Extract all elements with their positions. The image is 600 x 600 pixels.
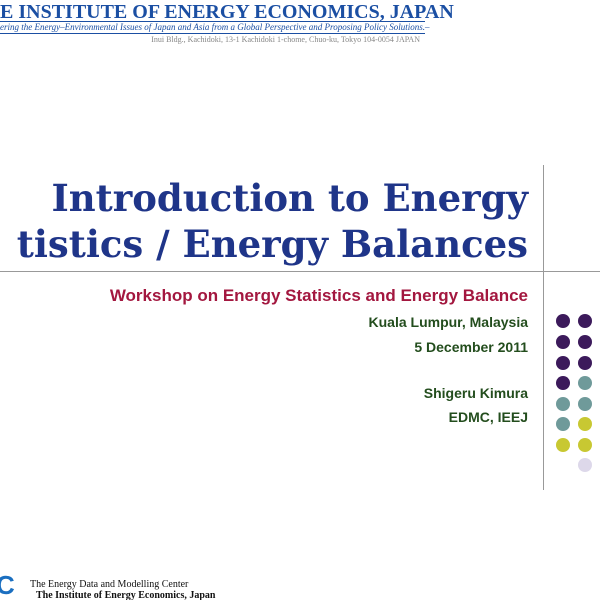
slide-title: Introduction to Energy bbox=[51, 176, 528, 220]
location: Kuala Lumpur, Malaysia bbox=[368, 314, 529, 330]
divider bbox=[0, 271, 600, 272]
slide-title: tistics / Energy Balances bbox=[16, 222, 528, 266]
dots bbox=[556, 314, 592, 472]
tagline: ering the Energy–Environmental Issues of… bbox=[0, 22, 430, 32]
subtitle: Workshop on Energy Statistics and Energy… bbox=[109, 286, 528, 305]
org-title: E INSTITUTE OF ENERGY ECONOMICS, JAPAN bbox=[0, 1, 454, 23]
footer-text: The Institute of Energy Economics, Japan bbox=[36, 590, 216, 600]
footer-logo: C bbox=[0, 570, 15, 600]
affiliation: EDMC, IEEJ bbox=[448, 409, 528, 425]
rule bbox=[0, 33, 425, 34]
dot-pattern bbox=[556, 314, 592, 472]
address: Inui Bldg., Kachidoki, 13-1 Kachidoki 1-… bbox=[151, 35, 420, 44]
divider bbox=[543, 165, 544, 490]
date: 5 December 2011 bbox=[414, 339, 528, 355]
author: Shigeru Kimura bbox=[423, 385, 528, 401]
rule bbox=[0, 21, 425, 22]
footer-text: The Energy Data and Modelling Center bbox=[30, 579, 189, 590]
